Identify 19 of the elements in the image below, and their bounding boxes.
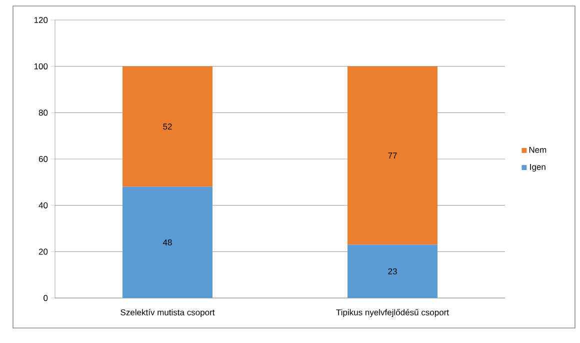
x-tick-label: Szelektív mutista csoport bbox=[120, 309, 215, 318]
y-tick-label: 60 bbox=[38, 156, 48, 162]
bar bbox=[348, 244, 438, 298]
legend-label: Igen bbox=[530, 164, 546, 172]
data-label: 48 bbox=[162, 239, 172, 246]
y-tick-label: 20 bbox=[38, 248, 48, 255]
x-tick-label: Tipikus nyelvfejlődésű csoport bbox=[336, 309, 449, 318]
y-tick-label: 120 bbox=[34, 16, 48, 23]
bar bbox=[122, 66, 213, 187]
bar bbox=[348, 66, 438, 245]
y-tick-label: 80 bbox=[38, 110, 48, 116]
bar bbox=[122, 186, 213, 298]
legend-label: Nem bbox=[529, 146, 546, 153]
data-label: 52 bbox=[163, 124, 172, 130]
data-label: 77 bbox=[388, 152, 397, 158]
data-label: 23 bbox=[388, 268, 397, 274]
y-tick-label: 100 bbox=[34, 63, 48, 70]
y-tick-label: 0 bbox=[44, 294, 48, 302]
y-tick-label: 40 bbox=[38, 202, 48, 208]
